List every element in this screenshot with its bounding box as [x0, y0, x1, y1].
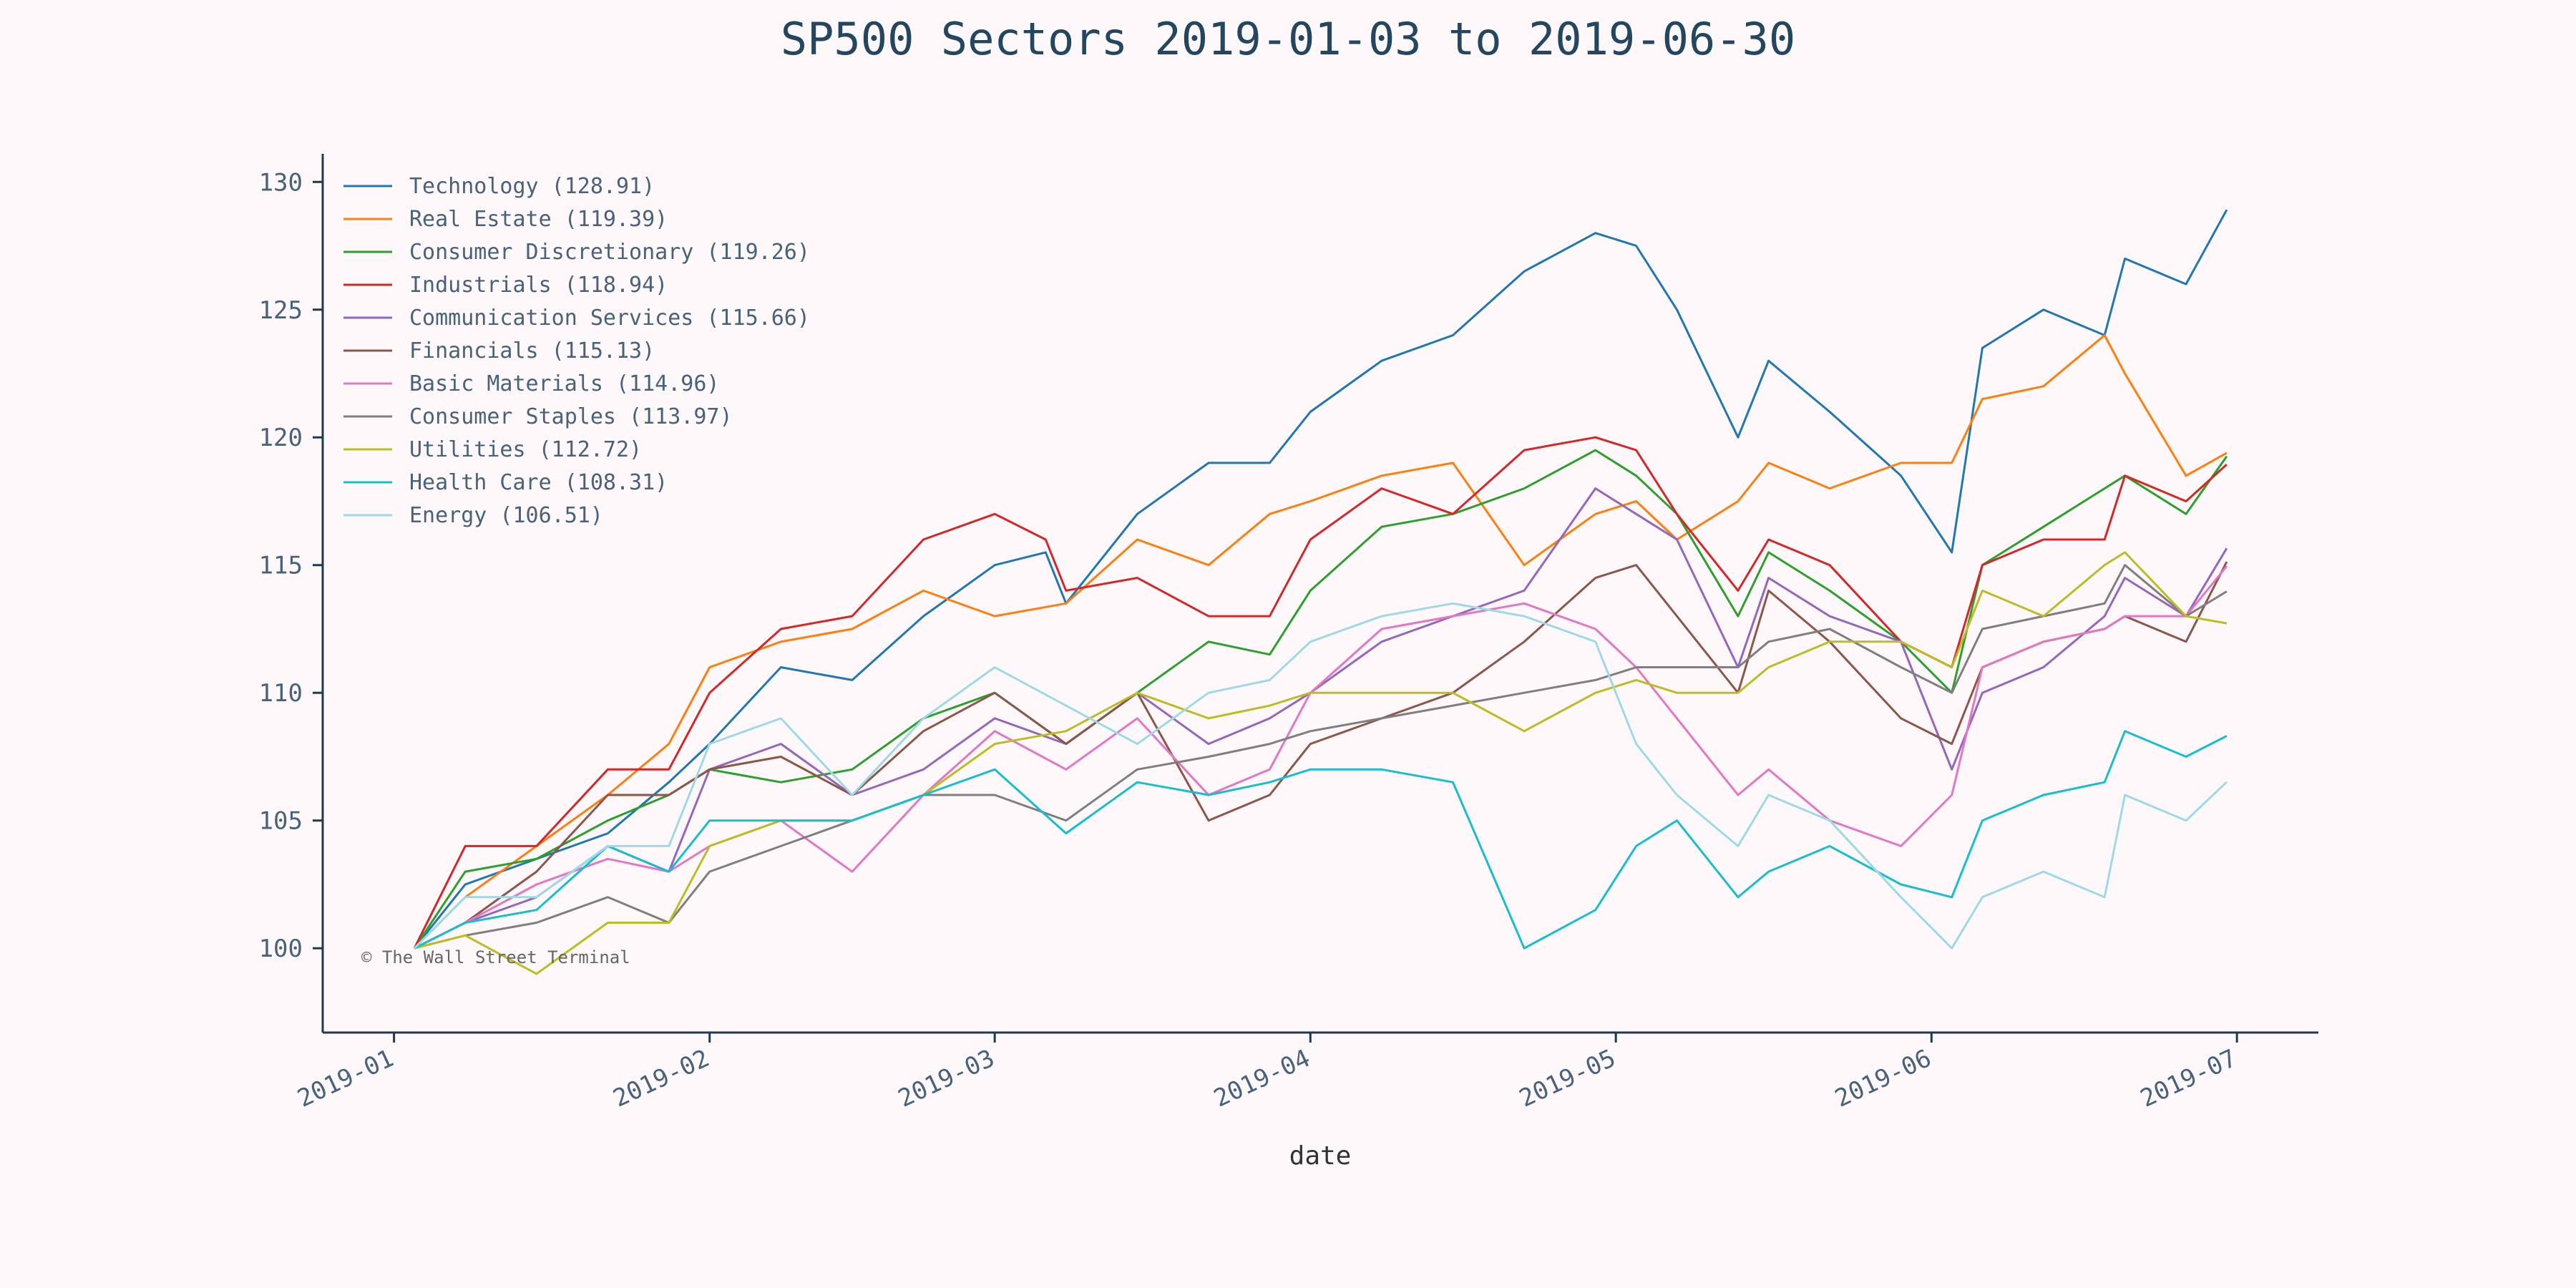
x-tick-label: 2019-02 [609, 1044, 714, 1113]
legend-entry: Consumer Staples (113.97) [409, 404, 733, 429]
series-line-real-estate [414, 334, 2228, 950]
legend-entry: Basic Materials (114.96) [409, 371, 719, 396]
y-tick-label: 125 [259, 296, 303, 325]
legend-entry: Real Estate (119.39) [409, 207, 668, 232]
y-tick-label: 100 [259, 935, 303, 963]
legend-entry: Utilities (112.72) [409, 437, 642, 462]
x-tick-label: 2019-04 [1209, 1044, 1314, 1113]
series-line-communication-services [414, 487, 2228, 950]
x-tick-label: 2019-07 [2136, 1044, 2241, 1113]
legend-entry: Health Care (108.31) [409, 470, 668, 495]
legend-entry: Energy (106.51) [409, 503, 603, 528]
series-lines [413, 209, 2228, 975]
legend-entry: Consumer Discretionary (119.26) [409, 240, 810, 265]
legend: Technology (128.91) Real Estate (119.39) C… [343, 174, 810, 528]
axes: 100 105 110 115 120 125 130 2019-01 2019-02 2019-… [259, 154, 2318, 1113]
series-line-financials [414, 561, 2228, 950]
series-line-technology [413, 209, 2228, 950]
legend-entry: Industrials (118.94) [409, 273, 668, 298]
y-tick-label: 115 [259, 552, 303, 580]
series-line-energy [414, 602, 2228, 950]
y-tick-label: 105 [259, 807, 303, 836]
y-tick-label: 120 [259, 424, 303, 452]
x-tick-label: 2019-01 [293, 1044, 399, 1113]
legend-entry: Communication Services (115.66) [409, 306, 810, 331]
x-tick-label: 2019-03 [894, 1044, 999, 1113]
x-tick-label: 2019-05 [1515, 1044, 1620, 1113]
y-tick-label: 130 [259, 168, 303, 197]
x-tick-label: 2019-06 [1830, 1044, 1936, 1113]
series-line-utilities [414, 551, 2228, 975]
series-line-consumer-discretionary [413, 449, 2228, 950]
series-line-health-care [414, 730, 2228, 950]
legend-entry: Financials (115.13) [409, 338, 655, 364]
series-line-consumer-staples [414, 564, 2228, 950]
chart-title: SP500 Sectors 2019-01-03 to 2019-06-30 [781, 13, 1795, 65]
series-line-industrials [413, 436, 2228, 949]
x-axis-label: date [1289, 1141, 1352, 1171]
y-tick-label: 110 [259, 679, 303, 708]
legend-entry: Technology (128.91) [409, 174, 655, 199]
watermark: © The Wall Street Terminal [361, 947, 630, 967]
